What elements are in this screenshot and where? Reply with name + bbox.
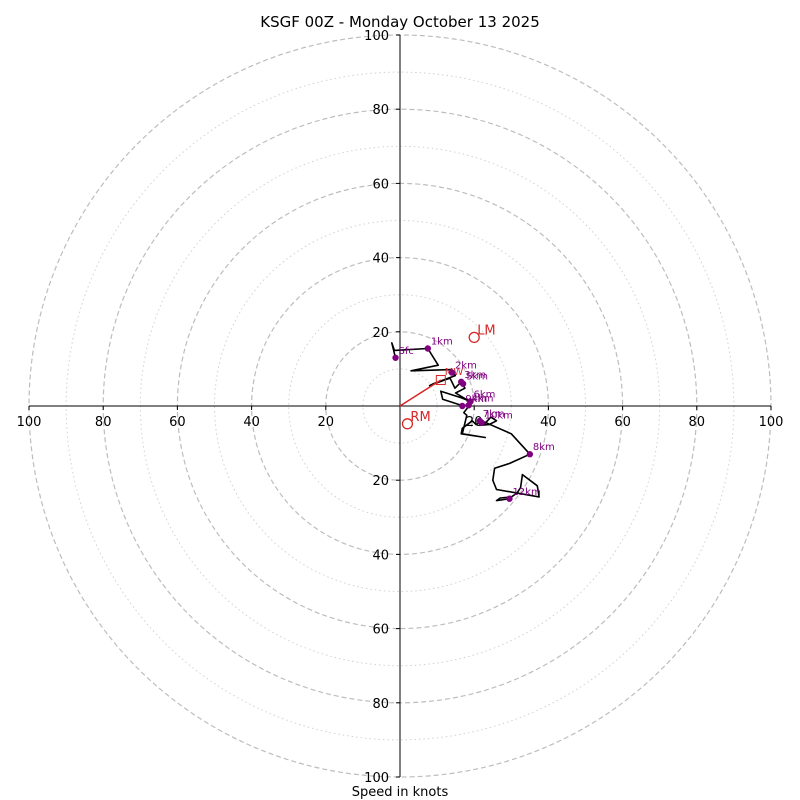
x-tick-label: 20 bbox=[318, 415, 335, 430]
height-marker-label: 9km bbox=[465, 394, 487, 405]
x-tick-label: 80 bbox=[689, 415, 706, 430]
y-tick-label: 20 bbox=[372, 326, 389, 341]
x-tick-label: 100 bbox=[759, 415, 784, 430]
y-tick-label: 100 bbox=[364, 771, 389, 786]
height-marker bbox=[478, 419, 485, 426]
x-tick-label: 100 bbox=[17, 415, 42, 430]
wind-trace bbox=[391, 342, 540, 502]
y-tick-label: 40 bbox=[372, 252, 389, 267]
height-marker bbox=[465, 402, 472, 409]
y-tick-label: 80 bbox=[372, 697, 389, 712]
height-marker bbox=[459, 380, 467, 387]
x-tick-label: 40 bbox=[243, 415, 260, 430]
x-tick-label: 60 bbox=[614, 415, 631, 430]
height-marker bbox=[424, 345, 432, 352]
storm-motion-rm-label: RM bbox=[410, 410, 430, 425]
x-tick-label: 40 bbox=[540, 415, 557, 430]
mean-wind-vector bbox=[399, 379, 442, 407]
height-marker-label: 3km bbox=[464, 370, 486, 381]
x-tick-label: 80 bbox=[95, 415, 112, 430]
height-marker bbox=[506, 495, 513, 502]
height-marker bbox=[448, 369, 456, 376]
height-marker bbox=[392, 354, 399, 361]
chart-title: KSGF 00Z - Monday October 13 2025 bbox=[260, 13, 540, 31]
storm-motion-lm-marker bbox=[468, 331, 480, 344]
height-marker bbox=[459, 402, 466, 410]
mean-wind-marker bbox=[435, 375, 446, 386]
height-marker-label: 5km bbox=[466, 372, 488, 383]
height-marker-label: 6km bbox=[473, 390, 495, 401]
height-marker-label: Sfc bbox=[399, 346, 414, 357]
y-tick-label: 60 bbox=[372, 623, 389, 638]
y-tick-label: 100 bbox=[364, 29, 389, 44]
height-marker-label: 10km bbox=[485, 411, 513, 422]
y-tick-label: 20 bbox=[372, 474, 389, 489]
height-marker-label: 1km bbox=[431, 336, 453, 347]
height-marker-label: 2km bbox=[455, 361, 477, 372]
storm-motion-rm-marker bbox=[401, 418, 414, 430]
y-tick-label: 40 bbox=[372, 548, 389, 563]
y-tick-label: 60 bbox=[372, 177, 389, 192]
y-tick-label: 80 bbox=[372, 103, 389, 118]
height-marker-label: 4km bbox=[472, 393, 494, 404]
x-tick-label: 60 bbox=[169, 415, 186, 430]
storm-motion-lm-label: LM bbox=[477, 323, 495, 338]
x-axis-label: Speed in knots bbox=[352, 785, 449, 800]
height-marker-label: 8km bbox=[533, 442, 555, 453]
hodograph-trace bbox=[391, 342, 540, 502]
height-marker bbox=[526, 451, 534, 458]
height-marker-label: 12km bbox=[512, 487, 540, 498]
height-marker-label: 7km bbox=[483, 409, 505, 420]
